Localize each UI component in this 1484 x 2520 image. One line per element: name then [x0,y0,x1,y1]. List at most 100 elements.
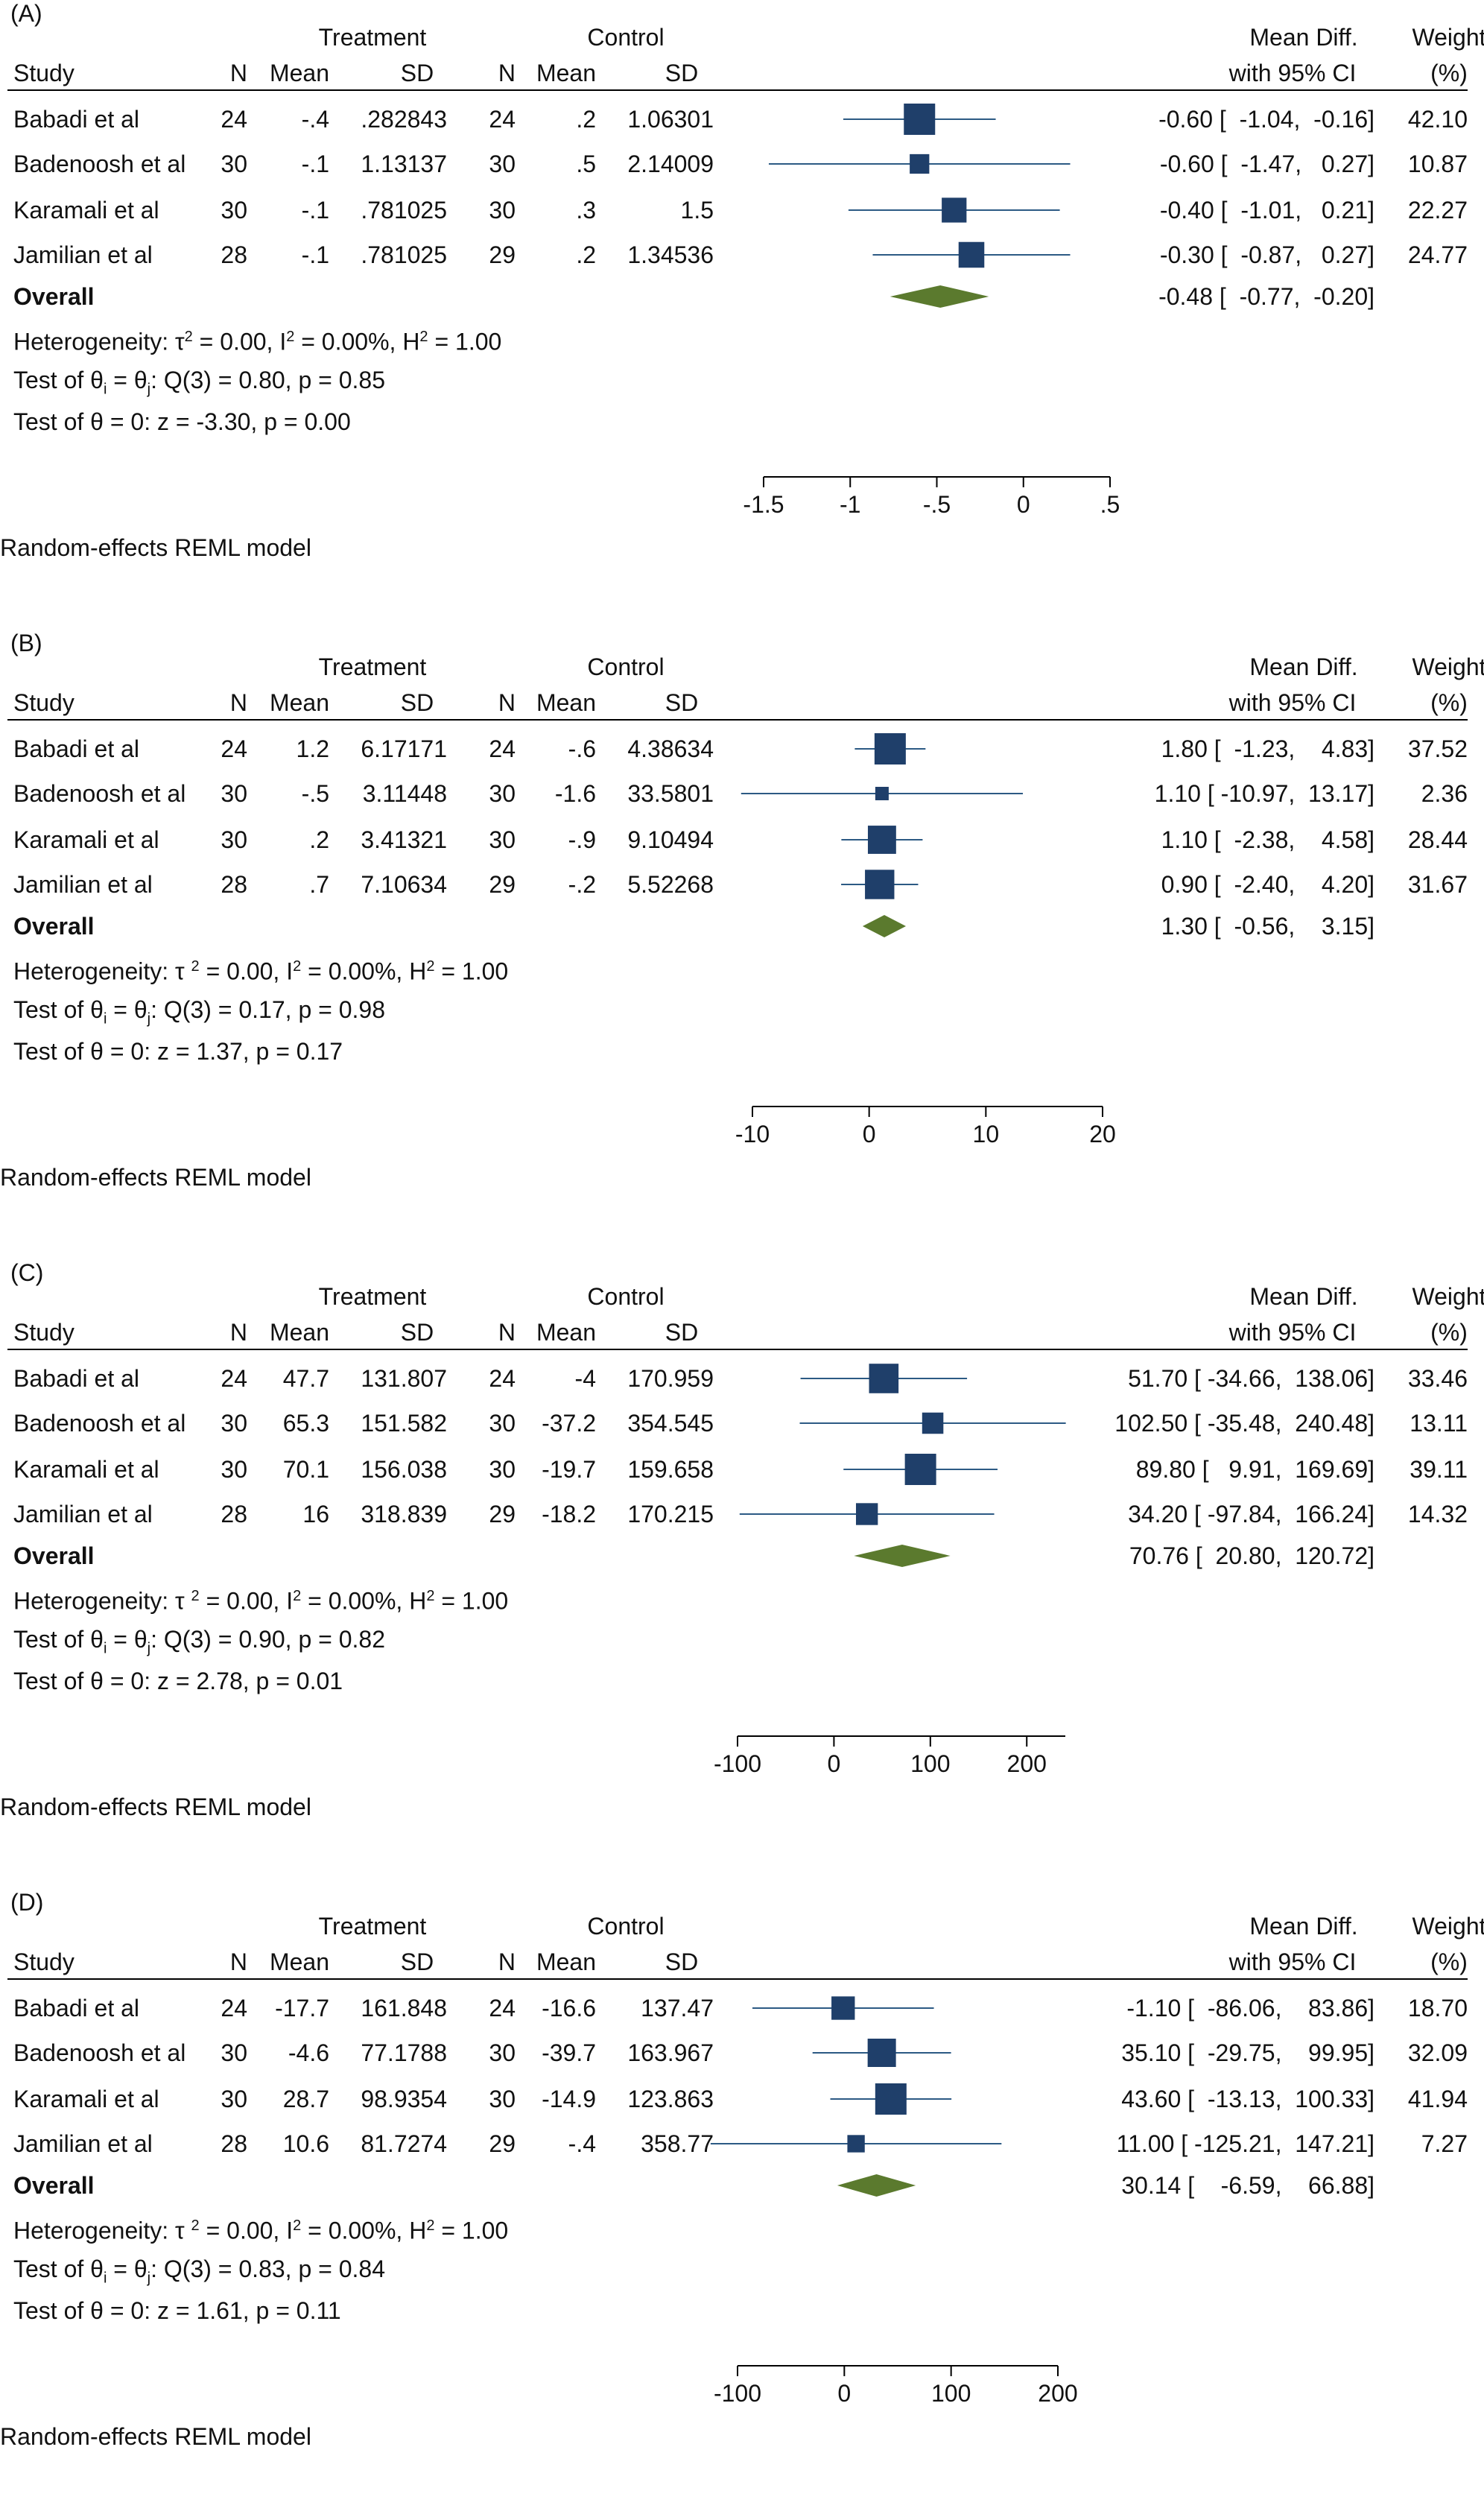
theta-j-subscript: j [147,1010,151,1028]
weight-value: 28.44 [1407,826,1468,853]
effect-square [904,1454,936,1485]
effect-square [942,197,967,223]
treatment-mean: .7 [309,871,329,898]
panel-label: (A) [10,0,42,27]
x-axis-tick-label: -100 [714,1750,761,1777]
study-name: Babadi et al [13,735,140,762]
treatment-mean: 47.7 [282,1365,329,1392]
forest-plot-panel: (A) Treatment Control Mean Diff. Weight Study… [0,0,1484,618]
control-mean: -14.9 [542,2086,596,2112]
treatment-header: Treatment [318,653,427,680]
treatment-n-header: N [229,1948,247,1975]
control-n: 30 [489,2086,516,2112]
control-n: 29 [489,871,516,898]
control-mean: .5 [576,151,596,177]
effect-square [831,1996,855,2020]
study-name: Badenoosh et al [13,151,186,177]
treatment-header: Treatment [318,1913,427,1940]
control-mean-header: Mean [536,689,596,716]
treatment-n: 30 [221,197,247,224]
control-n: 24 [489,735,516,762]
test-prefix: Test of θ [13,2255,104,2282]
heterogeneity-h-value: = 1.00 [434,2217,509,2244]
treatment-sd: 151.582 [361,1410,447,1437]
study-name: Karamali et al [13,197,159,224]
test-equals: = θ [107,367,148,393]
x-axis-tick-label: 200 [1038,2380,1077,2407]
heterogeneity-tau-value: = 0.00, I [199,1587,294,1615]
model-label: Random-effects REML model [0,2423,311,2450]
treatment-n: 24 [221,735,247,762]
heterogeneity-i-value: = 0.00%, H [301,1587,427,1615]
overall-diamond [854,1545,951,1567]
weight-value: 31.67 [1407,871,1468,898]
x-axis-tick-label: 100 [931,2380,971,2407]
treatment-n: 28 [221,871,247,898]
effect-square [865,870,895,899]
ci-header: with 95% CI [1228,689,1357,716]
treatment-mean: 65.3 [282,1410,329,1437]
heterogeneity-stat: Heterogeneity: τ 2 = 0.00, I2 = 0.00%, H… [13,1583,508,1615]
treatment-header: Treatment [318,24,427,51]
treatment-n-header: N [229,60,247,86]
treatment-mean: 70.1 [282,1456,329,1483]
x-axis-tick-label: .5 [1100,491,1120,518]
control-sd-header: SD [665,689,699,716]
weight-header: Weight [1412,24,1484,51]
treatment-mean: -.1 [301,197,329,224]
ci-header: with 95% CI [1228,1948,1357,1975]
overall-effect-test: Test of θ = 0: z = 1.37, p = 0.17 [13,1038,343,1065]
weight-value: 18.70 [1407,1995,1468,2022]
control-mean: -16.6 [542,1995,596,2022]
overall-effect-test: Test of θ = 0: z = 2.78, p = 0.01 [13,1668,343,1694]
mean-diff-ci: -1.10 [ -86.06, 83.86] [1126,1995,1374,2022]
treatment-n: 24 [221,1365,247,1392]
treatment-n: 30 [221,151,247,177]
control-sd: 1.5 [680,197,714,224]
overall-label: Overall [13,283,95,310]
x-axis-tick-label: 0 [1017,491,1030,518]
tau-sq-exponent: 2 [191,2217,200,2234]
study-name: Babadi et al [13,106,140,133]
treatment-sd: 131.807 [361,1365,447,1392]
treatment-sd: 98.9354 [361,2086,447,2112]
effect-square [875,2083,907,2115]
mean-diff-header: Mean Diff. [1249,24,1358,51]
heterogeneity-prefix: Heterogeneity: τ [13,2217,191,2244]
heterogeneity-tau-value: = 0.00, I [199,2217,294,2244]
model-label: Random-effects REML model [0,534,311,561]
test-prefix: Test of θ [13,367,104,393]
heterogeneity-stat: Heterogeneity: τ2 = 0.00, I2 = 0.00%, H2… [13,323,501,355]
control-n: 24 [489,1365,516,1392]
weight-pct-header: (%) [1430,1948,1468,1975]
control-mean: .2 [576,241,596,268]
treatment-mean-header: Mean [269,689,329,716]
treatment-n-header: N [229,1319,247,1346]
study-column-header: Study [13,689,74,716]
x-axis-tick-label: -100 [714,2380,761,2407]
overall-effect-test: Test of θ = 0: z = -3.30, p = 0.00 [13,408,351,435]
effect-square [875,786,889,801]
control-n-header: N [498,689,516,716]
control-sd: 170.215 [627,1501,714,1527]
control-sd: 354.545 [627,1410,714,1437]
x-axis-tick-label: -1 [840,491,860,518]
tau-sq-exponent: 2 [191,958,200,975]
test-equals: = θ [107,2255,148,2282]
test-equals: = θ [107,996,148,1023]
weight-value: 41.94 [1407,2086,1468,2112]
theta-i-subscript: i [103,1010,107,1028]
control-n: 30 [489,826,516,853]
mean-diff-header: Mean Diff. [1249,653,1358,680]
overall-label: Overall [13,1542,95,1569]
mean-diff-ci: 1.80 [ -1.23, 4.83] [1161,735,1374,762]
control-sd: 1.06301 [627,106,714,133]
treatment-sd: 7.10634 [361,871,447,898]
heterogeneity-prefix: Heterogeneity: τ [13,1587,191,1615]
control-n-header: N [498,1948,516,1975]
effect-square [869,1364,899,1393]
overall-diamond [837,2174,916,2197]
i-sq-exponent: 2 [286,329,295,345]
overall-ci: 70.76 [ 20.80, 120.72] [1129,1542,1374,1569]
control-sd: 137.47 [641,1995,714,2022]
